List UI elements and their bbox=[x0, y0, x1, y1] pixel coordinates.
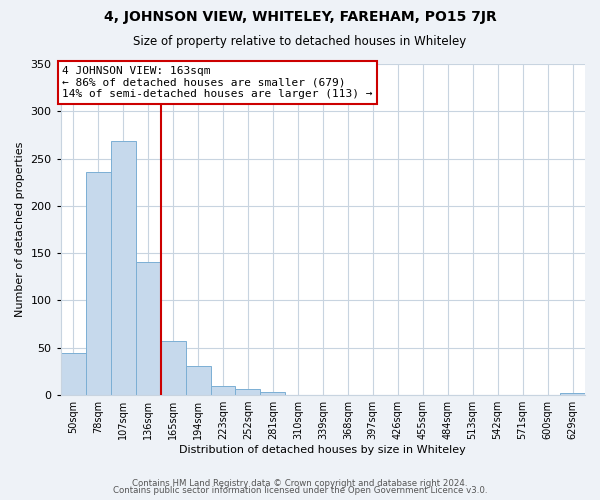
Text: Contains public sector information licensed under the Open Government Licence v3: Contains public sector information licen… bbox=[113, 486, 487, 495]
Bar bbox=[110, 140, 136, 395]
Bar bbox=[161, 341, 185, 395]
Bar bbox=[61, 352, 86, 395]
Bar bbox=[235, 390, 260, 395]
Text: Contains HM Land Registry data © Crown copyright and database right 2024.: Contains HM Land Registry data © Crown c… bbox=[132, 478, 468, 488]
Text: 4 JOHNSON VIEW: 163sqm
← 86% of detached houses are smaller (679)
14% of semi-de: 4 JOHNSON VIEW: 163sqm ← 86% of detached… bbox=[62, 66, 373, 99]
Bar bbox=[136, 262, 161, 395]
Bar bbox=[260, 392, 286, 395]
Bar bbox=[560, 393, 585, 395]
Text: 4, JOHNSON VIEW, WHITELEY, FAREHAM, PO15 7JR: 4, JOHNSON VIEW, WHITELEY, FAREHAM, PO15… bbox=[104, 10, 496, 24]
Text: Size of property relative to detached houses in Whiteley: Size of property relative to detached ho… bbox=[133, 35, 467, 48]
Y-axis label: Number of detached properties: Number of detached properties bbox=[15, 142, 25, 317]
Bar bbox=[211, 386, 235, 395]
X-axis label: Distribution of detached houses by size in Whiteley: Distribution of detached houses by size … bbox=[179, 445, 466, 455]
Bar bbox=[185, 366, 211, 395]
Bar bbox=[86, 172, 110, 395]
